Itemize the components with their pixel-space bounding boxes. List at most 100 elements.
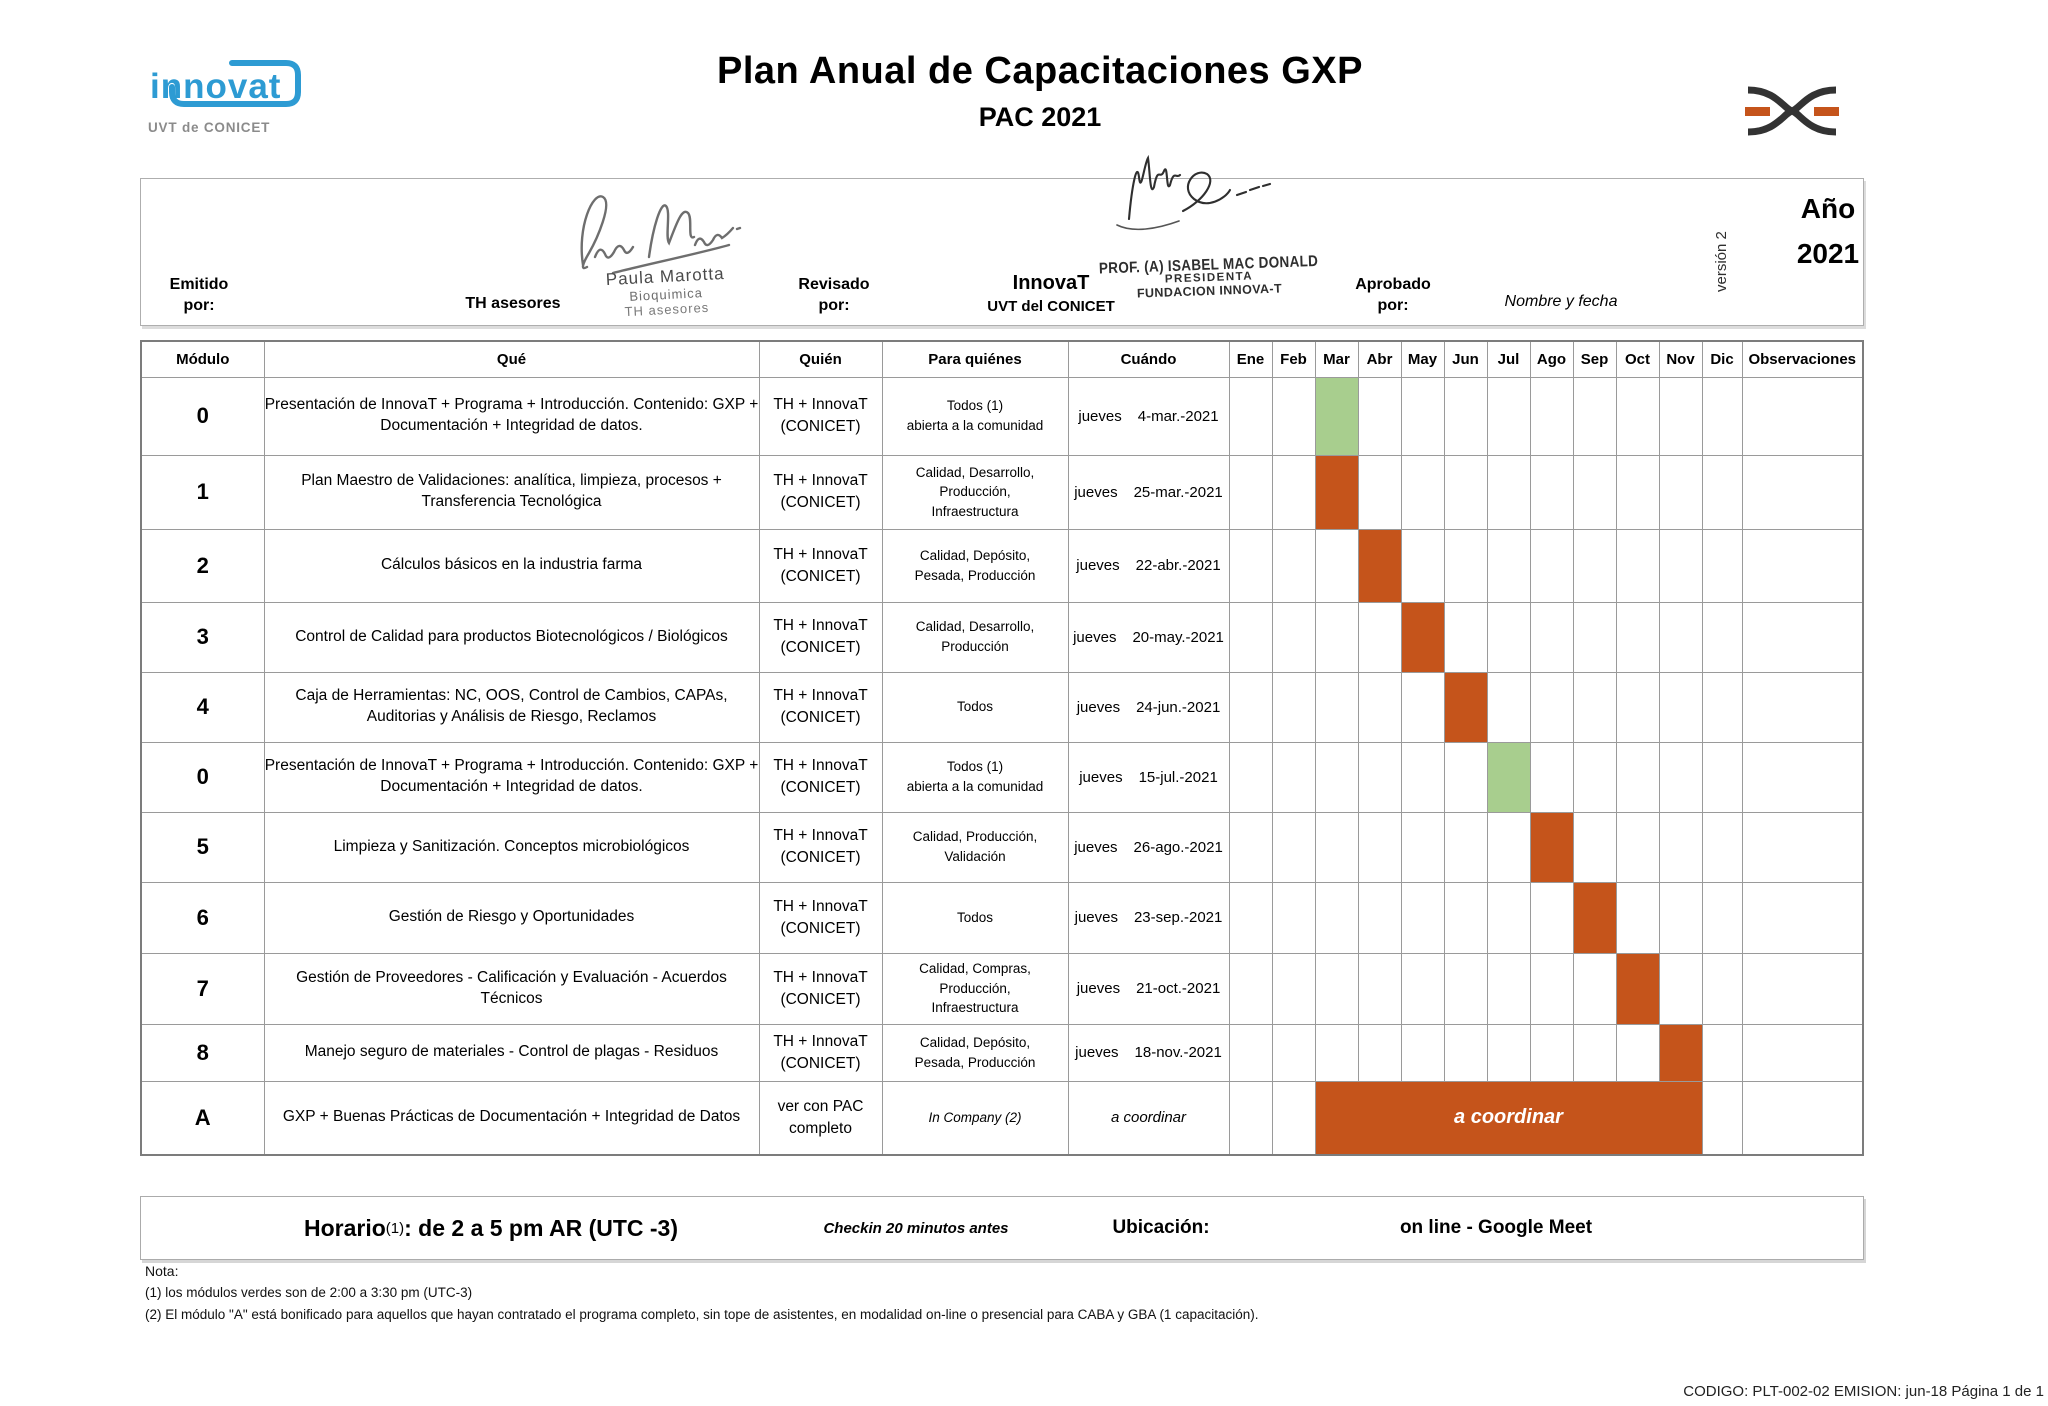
emitido-signer-block: Paula Marotta Bioquimica TH asesores [580, 263, 752, 322]
cell-month [1529, 741, 1574, 813]
cell-month [1357, 376, 1402, 456]
cuando-date: 25-mar.-2021 [1133, 483, 1223, 501]
cell-quien: TH + InnovaT (CONICET) [758, 741, 883, 813]
th-asesores-logo [1742, 80, 1842, 142]
cell-month [1271, 601, 1316, 673]
revisado-label: Revisado por: [798, 275, 870, 315]
cell-modulo: 2 [140, 528, 265, 603]
month-header: Nov [1658, 340, 1703, 378]
month-header: Mar [1314, 340, 1359, 378]
month-header: Sep [1572, 340, 1617, 378]
cell-month [1701, 601, 1743, 673]
cell-quien: TH + InnovaT (CONICET) [758, 811, 883, 883]
schedule-table: Módulo Qué Quién Para quiénes Cuándo Ene… [140, 340, 1864, 1156]
signature-isabel-icon [1099, 145, 1289, 255]
table-row: 8 Manejo seguro de materiales - Control d… [140, 1023, 1864, 1082]
cell-month [1572, 528, 1617, 603]
approval-box: Emitido por: TH asesores Paula Marotta B… [140, 154, 1864, 326]
cell-que: Presentación de InnovaT + Programa + Int… [263, 376, 760, 456]
cell-month [1400, 528, 1445, 603]
horario-segment: Horario (1): de 2 a 5 pm AR (UTC -3) [221, 1197, 761, 1259]
cell-observaciones [1741, 881, 1864, 954]
year-label: Año [1800, 193, 1856, 224]
cell-cuando: jueves 18-nov.-2021 [1067, 1023, 1230, 1082]
aprobado-value: Nombre y fecha [1504, 293, 1618, 311]
notes-title: Nota: [145, 1263, 179, 1279]
cell-month [1314, 952, 1359, 1025]
cell-month [1658, 528, 1703, 603]
cell-month [1486, 454, 1531, 530]
month-header: Dic [1701, 340, 1743, 378]
cell-month [1658, 376, 1703, 456]
cell-month [1443, 881, 1488, 954]
cell-month [1658, 671, 1703, 743]
cell-para: Todos [881, 671, 1069, 743]
cell-month [1615, 601, 1660, 673]
cell-cuando: jueves 20-may.-2021 [1067, 601, 1230, 673]
cell-observaciones [1741, 454, 1864, 530]
cell-para: Todos [881, 881, 1069, 954]
table-row: 0 Presentación de InnovaT + Programa + In… [140, 741, 1864, 813]
cell-month [1658, 741, 1703, 813]
emitido-value: TH asesores [465, 295, 561, 313]
cell-month [1572, 741, 1617, 813]
schedule-info-bar: Horario (1): de 2 a 5 pm AR (UTC -3) Chec… [140, 1196, 1864, 1260]
cell-month [1701, 881, 1743, 954]
year-value: 2021 [1796, 237, 1860, 269]
gantt-cell [1615, 952, 1660, 1025]
cell-quien: TH + InnovaT (CONICET) [758, 528, 883, 603]
cell-month [1443, 1023, 1488, 1082]
cell-month [1572, 671, 1617, 743]
note-line-2: (2) El módulo "A" está bonificado para a… [145, 1306, 1259, 1322]
gantt-cell [1400, 601, 1445, 673]
cell-quien: ver con PAC completo [758, 1080, 883, 1156]
cell-month [1615, 741, 1660, 813]
cell-month [1701, 741, 1743, 813]
cell-cuando: jueves 23-sep.-2021 [1067, 881, 1230, 954]
cell-para: Calidad, Desarrollo, Producción [881, 601, 1069, 673]
cell-month [1701, 952, 1743, 1025]
cell-que: Control de Calidad para productos Biotec… [263, 601, 760, 673]
cell-que: Cálculos básicos en la industria farma [263, 528, 760, 603]
cell-month [1615, 671, 1660, 743]
col-header-para: Para quiénes [881, 340, 1069, 378]
aprobado-stamp-block: PROF. (A) ISABEL MAC DONALD PRESIDENTA F… [1088, 252, 1329, 302]
table-row: 6 Gestión de Riesgo y Oportunidades TH + I… [140, 881, 1864, 954]
cell-month [1400, 454, 1445, 530]
cell-month [1314, 741, 1359, 813]
month-header: Oct [1615, 340, 1660, 378]
cell-month [1314, 671, 1359, 743]
schedule-table-wrapper: Módulo Qué Quién Para quiénes Cuándo Ene… [140, 340, 1864, 1156]
cell-month [1658, 454, 1703, 530]
cell-month [1228, 881, 1273, 954]
cell-observaciones [1741, 1080, 1864, 1156]
col-header-cuando: Cuándo [1067, 340, 1230, 378]
cell-month [1615, 376, 1660, 456]
cell-month [1228, 811, 1273, 883]
cell-month [1486, 952, 1531, 1025]
cell-month [1228, 1080, 1273, 1156]
cell-month [1443, 741, 1488, 813]
cell-month [1486, 376, 1531, 456]
cell-para: Calidad, Depósito, Pesada, Producción [881, 1023, 1069, 1082]
cuando-day: jueves [1074, 483, 1118, 501]
emitido-label: Emitido por: [169, 275, 229, 315]
cell-que: Gestión de Proveedores - Calificación y … [263, 952, 760, 1025]
cell-month [1701, 454, 1743, 530]
month-header: Jul [1486, 340, 1531, 378]
cell-month [1228, 601, 1273, 673]
table-header-row: Módulo Qué Quién Para quiénes Cuándo Ene… [140, 340, 1864, 378]
cell-modulo: A [140, 1080, 265, 1156]
table-row: 4 Caja de Herramientas: NC, OOS, Control … [140, 671, 1864, 743]
cell-month [1443, 454, 1488, 530]
horario-label: Horario [303, 1214, 386, 1241]
cell-month [1529, 454, 1574, 530]
cell-modulo: 0 [140, 376, 265, 456]
cell-quien: TH + InnovaT (CONICET) [758, 881, 883, 954]
cell-month [1658, 881, 1703, 954]
cell-para: Calidad, Depósito, Pesada, Producción [881, 528, 1069, 603]
cell-modulo: 0 [140, 741, 265, 813]
cell-month [1228, 741, 1273, 813]
cell-modulo: 5 [140, 811, 265, 883]
